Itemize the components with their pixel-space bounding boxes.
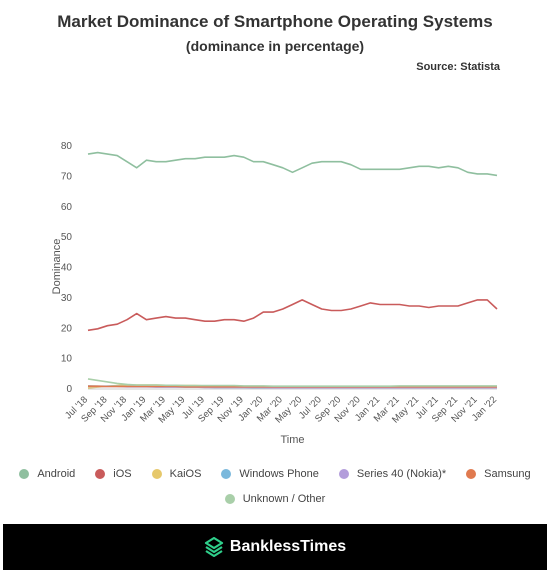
legend-label: Android [37, 468, 76, 480]
y-tick-label: 70 [61, 171, 73, 182]
y-tick-label: 60 [61, 202, 73, 213]
legend-swatch [151, 469, 162, 479]
series-line-ios [87, 299, 498, 332]
chart-subtitle: (dominance in percentage) [185, 38, 365, 54]
y-tick-label: 30 [61, 293, 73, 304]
y-tick-label: 10 [61, 354, 73, 365]
legend-label: iOS [113, 468, 132, 480]
x-axis-label: Time [280, 434, 304, 446]
legend-label: Unknown / Other [242, 493, 326, 505]
legend-label: Windows Phone [239, 468, 319, 480]
legend-label: Series 40 (Nokia)* [356, 468, 447, 480]
legend-item-unknown-other[interactable]: Unknown / Other [224, 493, 326, 505]
legend-item-series-40[interactable]: Series 40 (Nokia)* [338, 468, 447, 480]
legend-row-2: Unknown / Other [0, 493, 550, 505]
y-tick-label: 80 [61, 141, 73, 152]
legend-item-kaios[interactable]: KaiOS [151, 468, 202, 480]
legend-swatch [224, 494, 235, 504]
y-tick-label: 20 [61, 323, 73, 334]
chart-title: Market Dominance of Smartphone Operating… [57, 12, 493, 31]
legend-swatch [221, 469, 232, 479]
legend-swatch [338, 469, 349, 479]
series-line-unknown-other [87, 378, 497, 388]
brand-logo: BanklessTimes [204, 537, 346, 557]
y-axis-label: Dominance [51, 239, 63, 295]
legend-label: Samsung [484, 468, 531, 480]
footer-banner: BanklessTimes [3, 524, 547, 570]
series-line-android [87, 151, 498, 177]
legend-item-ios[interactable]: iOS [95, 468, 132, 480]
y-tick-label: 0 [66, 384, 72, 395]
source-label: Source: Statista [416, 61, 500, 73]
legend-item-samsung[interactable]: Samsung [466, 468, 531, 480]
legend-item-android[interactable]: Android [19, 468, 75, 480]
legend-item-windows-phone[interactable]: Windows Phone [221, 468, 319, 480]
brand-name: BanklessTimes [229, 538, 347, 555]
y-tick-label: 40 [61, 263, 73, 274]
legend-swatch [19, 469, 30, 479]
legend-row-1: Android iOS KaiOS Windows Phone Series 4… [0, 468, 550, 480]
legend-swatch [95, 469, 106, 479]
bankless-logo-icon [204, 537, 223, 557]
legend-swatch [466, 469, 477, 479]
legend-label: KaiOS [169, 468, 202, 480]
y-tick-label: 50 [61, 232, 73, 243]
